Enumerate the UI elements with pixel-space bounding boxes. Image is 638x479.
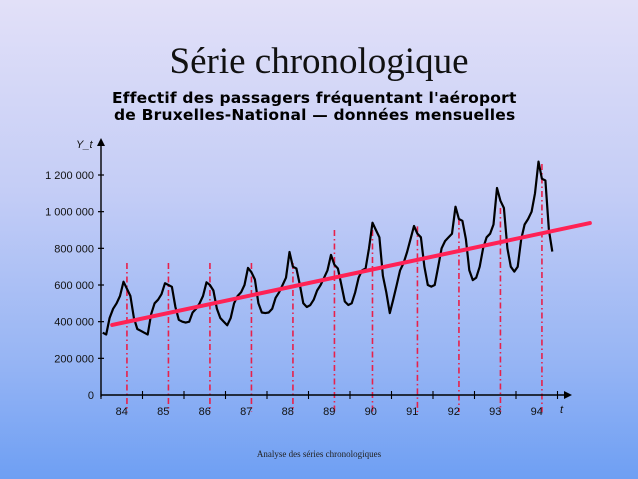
- y-axis-label: Y_t: [76, 139, 93, 151]
- trend-line: [110, 221, 592, 327]
- chart-subtitle-line1: Effectif des passagers fréquentant l'aér…: [112, 89, 517, 107]
- x-tick-label: 86: [199, 406, 211, 418]
- y-axis-arrow: [97, 138, 105, 146]
- x-tick-label: 90: [365, 406, 377, 418]
- x-tick-label: 94: [531, 406, 543, 418]
- y-tick-label: 0: [88, 390, 94, 402]
- y-tick-label: 800 000: [54, 243, 94, 255]
- y-tick-label: 1 000 000: [45, 207, 94, 219]
- y-tick-label: 200 000: [54, 353, 94, 365]
- x-tick-label: 91: [406, 406, 418, 418]
- x-tick-label: 87: [240, 406, 252, 418]
- x-tick-label: 89: [323, 406, 335, 418]
- x-tick-label: 85: [157, 406, 169, 418]
- x-tick-label: 92: [448, 406, 460, 418]
- x-tick-label: 84: [116, 406, 128, 418]
- x-axis-arrow: [564, 391, 572, 399]
- slide-title: Série chronologique: [169, 41, 469, 82]
- chart-subtitle-line2: de Bruxelles-National — données mensuell…: [114, 106, 516, 124]
- series-line: [102, 160, 554, 336]
- slide-footer: Analyse des séries chronologiques: [256, 449, 382, 459]
- y-tick-label: 1 200 000: [45, 170, 94, 182]
- x-axis-label: t: [560, 404, 564, 416]
- x-tick-label: 93: [489, 406, 501, 418]
- y-tick-label: 400 000: [54, 317, 94, 329]
- y-tick-label: 600 000: [54, 280, 94, 292]
- x-tick-label: 88: [282, 406, 294, 418]
